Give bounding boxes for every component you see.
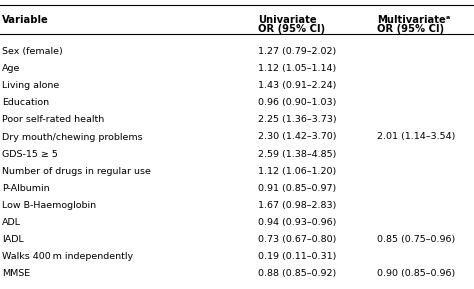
Text: P-Albumin: P-Albumin bbox=[2, 184, 50, 193]
Text: Variable: Variable bbox=[2, 15, 49, 25]
Text: 1.12 (1.05–1.14): 1.12 (1.05–1.14) bbox=[258, 64, 337, 73]
Text: 1.27 (0.79–2.02): 1.27 (0.79–2.02) bbox=[258, 47, 337, 56]
Text: 1.43 (0.91–2.24): 1.43 (0.91–2.24) bbox=[258, 81, 337, 90]
Text: Low B-Haemoglobin: Low B-Haemoglobin bbox=[2, 201, 97, 210]
Text: 2.59 (1.38–4.85): 2.59 (1.38–4.85) bbox=[258, 150, 337, 159]
Text: 0.19 (0.11–0.31): 0.19 (0.11–0.31) bbox=[258, 252, 337, 261]
Text: Multivariateᵃ: Multivariateᵃ bbox=[377, 15, 450, 25]
Text: Age: Age bbox=[2, 64, 21, 73]
Text: 1.67 (0.98–2.83): 1.67 (0.98–2.83) bbox=[258, 201, 337, 210]
Text: 0.90 (0.85–0.96): 0.90 (0.85–0.96) bbox=[377, 269, 455, 278]
Text: 2.01 (1.14–3.54): 2.01 (1.14–3.54) bbox=[377, 132, 455, 142]
Text: IADL: IADL bbox=[2, 235, 24, 244]
Text: 1.12 (1.06–1.20): 1.12 (1.06–1.20) bbox=[258, 167, 337, 176]
Text: Walks 400 m independently: Walks 400 m independently bbox=[2, 252, 134, 261]
Text: Education: Education bbox=[2, 98, 49, 107]
Text: 0.94 (0.93–0.96): 0.94 (0.93–0.96) bbox=[258, 218, 337, 227]
Text: Living alone: Living alone bbox=[2, 81, 60, 90]
Text: Univariate: Univariate bbox=[258, 15, 317, 25]
Text: Number of drugs in regular use: Number of drugs in regular use bbox=[2, 167, 151, 176]
Text: 0.96 (0.90–1.03): 0.96 (0.90–1.03) bbox=[258, 98, 337, 107]
Text: OR (95% CI): OR (95% CI) bbox=[377, 24, 444, 34]
Text: Sex (female): Sex (female) bbox=[2, 47, 63, 56]
Text: 2.25 (1.36–3.73): 2.25 (1.36–3.73) bbox=[258, 115, 337, 124]
Text: 2.30 (1.42–3.70): 2.30 (1.42–3.70) bbox=[258, 132, 337, 142]
Text: Dry mouth/chewing problems: Dry mouth/chewing problems bbox=[2, 132, 143, 142]
Text: OR (95% CI): OR (95% CI) bbox=[258, 24, 326, 34]
Text: MMSE: MMSE bbox=[2, 269, 30, 278]
Text: 0.73 (0.67–0.80): 0.73 (0.67–0.80) bbox=[258, 235, 337, 244]
Text: 0.88 (0.85–0.92): 0.88 (0.85–0.92) bbox=[258, 269, 337, 278]
Text: 0.91 (0.85–0.97): 0.91 (0.85–0.97) bbox=[258, 184, 337, 193]
Text: GDS-15 ≥ 5: GDS-15 ≥ 5 bbox=[2, 150, 58, 159]
Text: ADL: ADL bbox=[2, 218, 21, 227]
Text: 0.85 (0.75–0.96): 0.85 (0.75–0.96) bbox=[377, 235, 455, 244]
Text: Poor self-rated health: Poor self-rated health bbox=[2, 115, 105, 124]
